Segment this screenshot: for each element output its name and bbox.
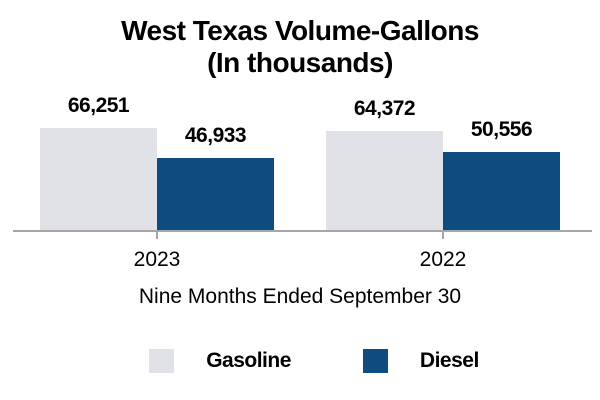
chart-title-line1: West Texas Volume-Gallons [121, 15, 479, 46]
bar-diesel-2023 [157, 158, 274, 230]
value-label-diesel-2022: 50,556 [470, 118, 533, 141]
chart-title: West Texas Volume-Gallons (In thousands) [0, 15, 600, 79]
legend-item-gasoline: Gasoline [149, 349, 291, 373]
legend-label-diesel: Diesel [419, 349, 479, 372]
legend-swatch-gasoline [149, 349, 175, 373]
legend: Gasoline Diesel [14, 349, 600, 373]
x-axis-tick-2023 [156, 232, 158, 239]
category-label-2022: 2022 [419, 248, 467, 271]
value-label-gasoline-2022: 64,372 [353, 97, 416, 120]
bar-gasoline-2023 [40, 128, 157, 230]
x-axis-tick-2022 [442, 232, 444, 239]
legend-label-gasoline: Gasoline [206, 349, 291, 372]
value-label-diesel-2023: 46,933 [184, 124, 247, 147]
bar-diesel-2022 [443, 152, 560, 230]
x-axis-line [13, 230, 592, 232]
value-label-gasoline-2023: 66,251 [67, 94, 130, 117]
x-axis-title: Nine Months Ended September 30 [138, 285, 462, 308]
legend-swatch-diesel [362, 349, 388, 373]
legend-item-diesel: Diesel [362, 349, 479, 373]
category-label-2023: 2023 [133, 248, 181, 271]
chart-title-line2: (In thousands) [207, 47, 393, 78]
bar-gasoline-2022 [326, 131, 443, 230]
